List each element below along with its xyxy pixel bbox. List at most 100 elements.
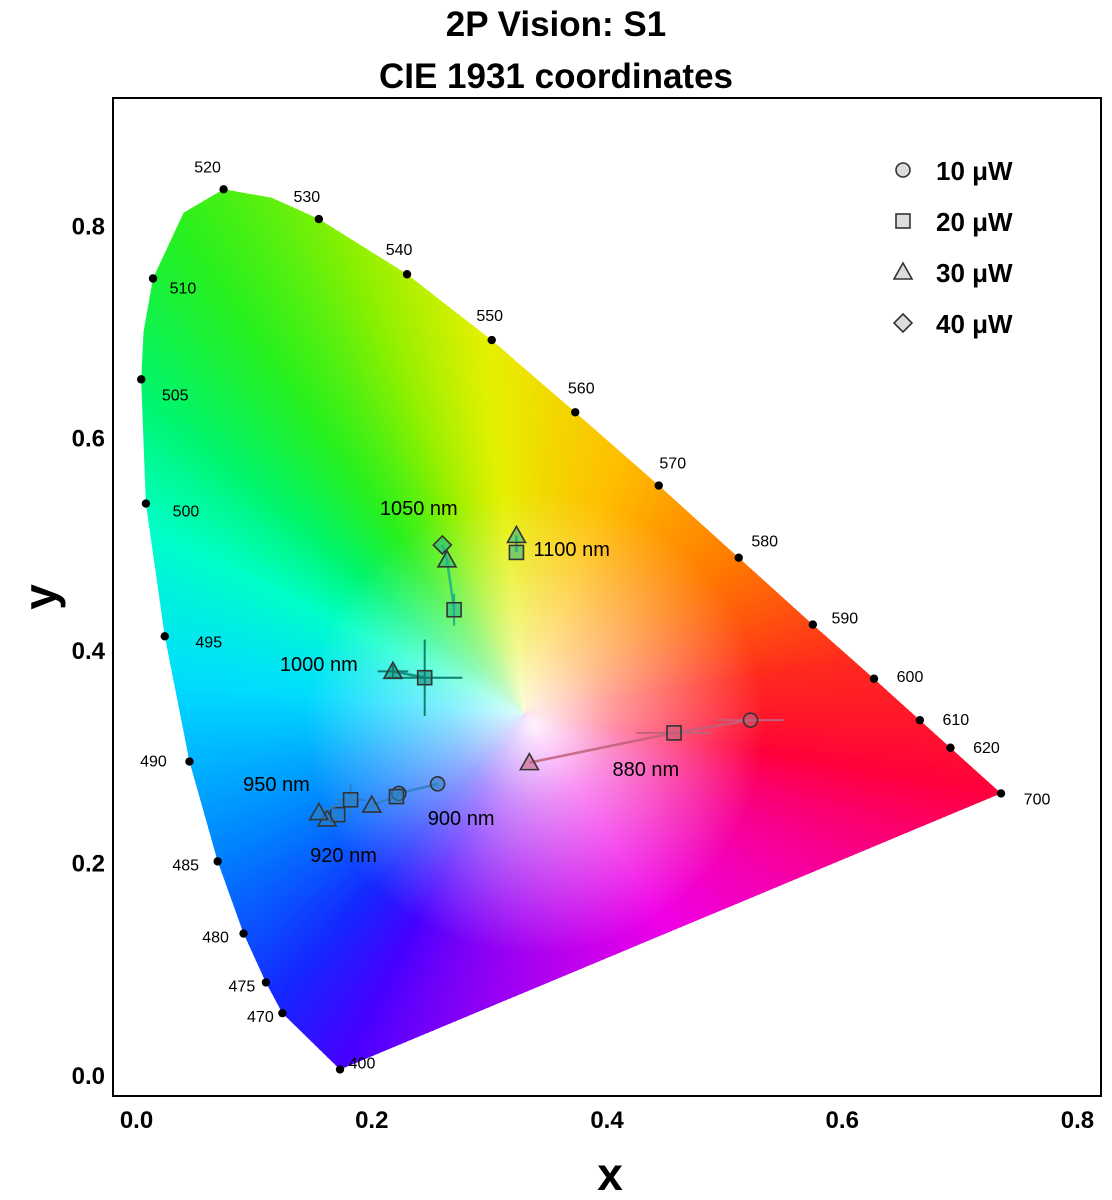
locus-dot-520 [219, 185, 228, 194]
wavelength-labels: 400 470 475 480 485 490 495 500 505 510 520 530 540 5… [140, 159, 1050, 1072]
data-point-square [508, 544, 525, 561]
plot-frame [112, 97, 1102, 1097]
data-point-square [388, 788, 405, 805]
legend-label: 10 μW [936, 156, 1013, 186]
spectral-locus-points [137, 185, 1006, 1074]
wavelength-label-520: 520 [194, 159, 221, 176]
wavelength-label-600: 600 [897, 669, 924, 686]
wavelength-label-580: 580 [751, 534, 778, 551]
data-point-triangle [519, 751, 540, 771]
series-950-nm [308, 783, 366, 821]
locus-dot-570 [654, 481, 663, 490]
y-tick-0.6: 0.6 [72, 426, 105, 453]
data-point-circle [742, 712, 759, 728]
x-tick-0.2: 0.2 [355, 1107, 388, 1134]
series-900-nm [361, 776, 446, 813]
legend-label: 30 μW [936, 258, 1013, 288]
wavelength-label-485: 485 [172, 857, 199, 874]
locus-dot-485 [213, 857, 222, 866]
y-tick-0.8: 0.8 [72, 213, 105, 240]
data-point-triangle [436, 549, 458, 568]
chromaticity-gamut [141, 189, 1001, 1070]
locus-dot-620 [946, 743, 955, 752]
x-tick-0.0: 0.0 [120, 1107, 153, 1134]
data-point-square [342, 791, 359, 808]
legend: 10 μW 20 μW 30 μW 40 μW [892, 156, 1013, 339]
legend-marker-diamond [892, 312, 914, 334]
series-label-1050-nm: 1050 nm [380, 498, 458, 520]
axis-ticks: 0.0 0.2 0.4 0.6 0.8 0.0 0.2 0.4 0.6 0.8 [72, 213, 1095, 1134]
series-label-1000-nm: 1000 nm [280, 654, 358, 676]
wavelength-label-620: 620 [973, 740, 1000, 757]
data-point-circle [429, 776, 446, 792]
chart-subtitle: CIE 1931 coordinates [379, 57, 733, 96]
y-tick-0.4: 0.4 [72, 638, 106, 665]
y-tick-0.0: 0.0 [72, 1063, 105, 1090]
locus-dot-700 [996, 789, 1006, 798]
y-axis-label: y [14, 584, 66, 610]
data-point-triangle [506, 524, 527, 544]
wavelength-label-540: 540 [386, 242, 413, 259]
legend-marker-circle [895, 162, 911, 178]
series-label-880-nm: 880 nm [612, 759, 679, 781]
locus-dot-550 [487, 335, 496, 345]
series-1000-nm [377, 639, 463, 716]
series-label-950-nm: 950 nm [243, 774, 310, 796]
legend-marker-square [895, 213, 911, 229]
wavelength-label-400: 400 [349, 1055, 376, 1072]
series-880-nm [519, 712, 784, 771]
locus-dot-510 [148, 274, 158, 283]
locus-dot-530 [314, 214, 324, 224]
wavelength-label-480: 480 [202, 930, 229, 947]
wavelength-label-590: 590 [831, 611, 858, 628]
locus-dot-580 [734, 553, 743, 562]
y-tick-0.2: 0.2 [72, 850, 105, 877]
data-point-square [666, 725, 682, 741]
wavelength-label-475: 475 [229, 978, 256, 995]
wavelength-label-570: 570 [659, 456, 686, 473]
data-point-diamond [432, 534, 453, 556]
wavelength-label-505: 505 [162, 387, 189, 404]
wavelength-label-470: 470 [247, 1009, 274, 1026]
wavelength-label-510: 510 [170, 280, 197, 297]
series-label-920-nm: 920 nm [310, 845, 377, 867]
data-point-square [446, 601, 462, 618]
locus-dot-505 [137, 375, 146, 384]
series-1050-nm [432, 534, 462, 626]
white-point-glow [304, 493, 765, 954]
wavelength-label-490: 490 [140, 754, 167, 771]
legend-marker-triangle [892, 261, 914, 280]
wavelength-label-530: 530 [293, 189, 320, 206]
series-annotations: 880 nm 900 nm 920 nm 950 nm 1000 nm 1050 nm 11… [243, 498, 679, 867]
wavelength-label-700: 700 [1024, 791, 1051, 808]
data-point-triangle [308, 801, 330, 821]
wavelength-label-560: 560 [568, 380, 595, 397]
data-point-triangle [361, 794, 383, 813]
data-series [308, 524, 784, 827]
locus-dot-500 [141, 499, 151, 508]
wavelength-label-500: 500 [173, 504, 200, 521]
wavelength-label-495: 495 [195, 634, 222, 651]
locus-dot-470 [278, 1008, 287, 1018]
x-tick-0.4: 0.4 [590, 1107, 624, 1134]
x-axis-label: x [597, 1148, 623, 1200]
data-point-triangle [382, 660, 404, 680]
chart-title: 2P Vision: S1 [446, 5, 666, 44]
locus-dot-610 [915, 715, 925, 725]
locus-dot-490 [185, 757, 194, 766]
locus-dot-475 [261, 978, 271, 987]
locus-dot-590 [808, 620, 818, 629]
series-1100-nm [506, 524, 527, 561]
data-point-square [416, 669, 433, 686]
locus-dot-495 [160, 632, 169, 641]
locus-dot-600 [869, 674, 879, 683]
wavelength-label-610: 610 [943, 712, 970, 729]
locus-dot-560 [571, 408, 580, 417]
x-tick-0.6: 0.6 [826, 1107, 859, 1134]
series-label-1100-nm: 1100 nm [534, 539, 610, 561]
legend-label: 40 μW [936, 309, 1013, 339]
series-label-900-nm: 900 nm [428, 808, 495, 830]
legend-label: 20 μW [936, 207, 1013, 237]
